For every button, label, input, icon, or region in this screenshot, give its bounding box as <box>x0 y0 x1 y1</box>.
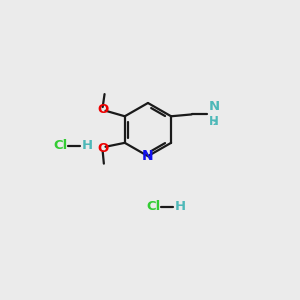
Text: Cl: Cl <box>147 200 161 213</box>
Text: N: N <box>142 149 154 163</box>
Text: ₂: ₂ <box>212 117 217 128</box>
Text: N: N <box>209 100 220 112</box>
Text: H: H <box>82 139 93 152</box>
Text: Cl: Cl <box>54 139 68 152</box>
Text: H: H <box>209 115 219 128</box>
Text: O: O <box>97 103 108 116</box>
Text: O: O <box>97 142 108 155</box>
Text: H: H <box>175 200 186 213</box>
